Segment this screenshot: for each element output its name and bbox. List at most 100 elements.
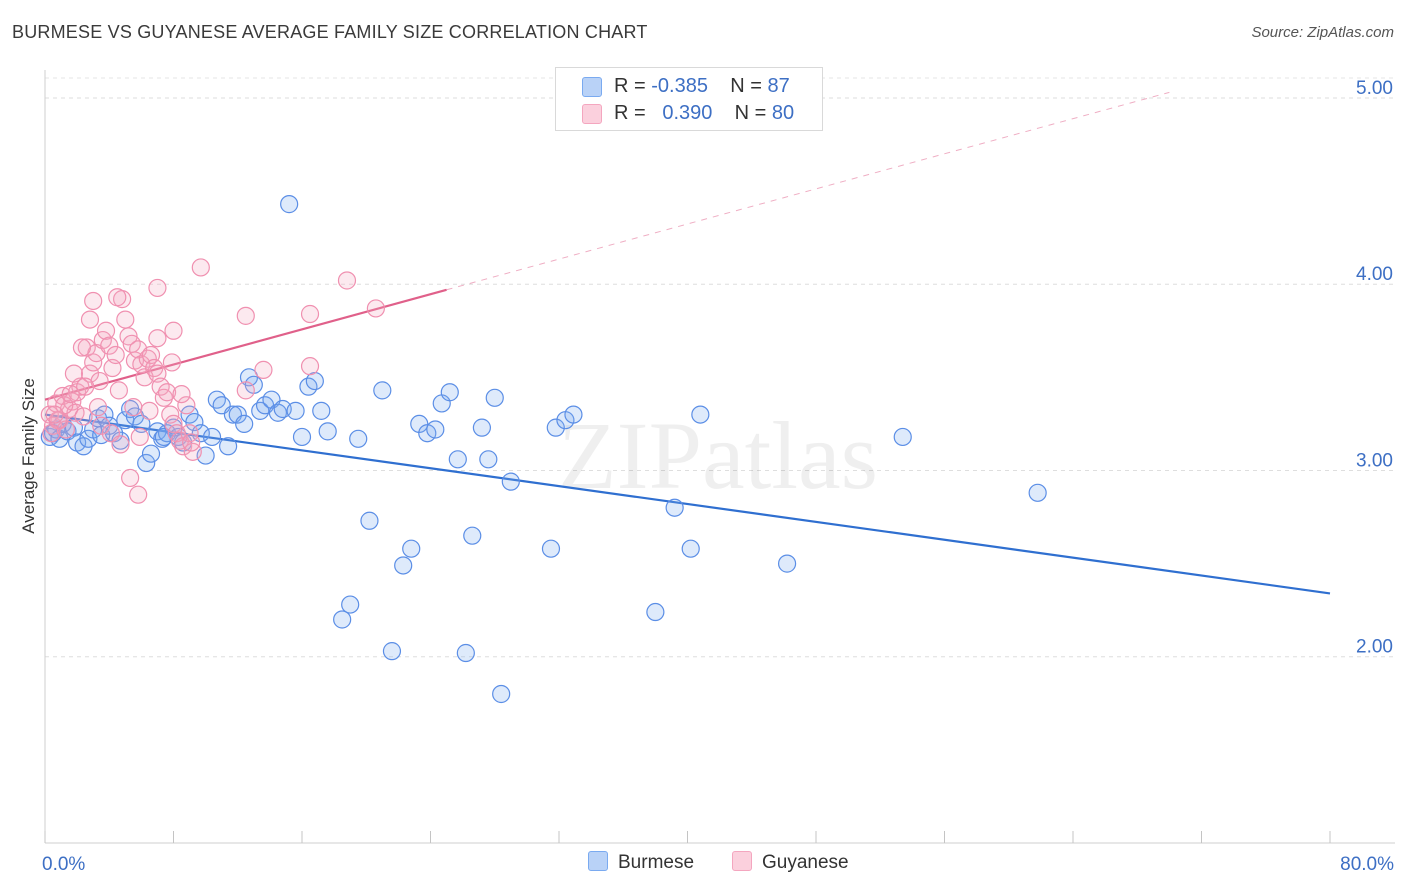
- data-point-guyanese: [106, 345, 125, 365]
- legend-n-label: N =: [734, 102, 772, 124]
- x-tick-label: 80.0%: [1340, 854, 1394, 875]
- legend-r-value: 0.390: [662, 102, 713, 124]
- data-point-guyanese: [164, 321, 183, 340]
- data-point-burmese: [185, 412, 204, 432]
- data-point-guyanese: [236, 306, 255, 325]
- data-point-burmese: [141, 444, 161, 463]
- data-point-guyanese: [64, 364, 84, 383]
- data-point-guyanese: [254, 360, 273, 379]
- data-point-burmese: [440, 383, 459, 402]
- y-tick-label: 5.00: [1356, 78, 1393, 99]
- data-point-guyanese: [111, 435, 130, 454]
- tick-labels: 2.00 3.00 4.00 5.00 0.0% 80.0%: [42, 78, 1394, 875]
- data-point-burmese: [501, 472, 520, 491]
- y-tick-label: 2.00: [1356, 637, 1393, 658]
- data-point-burmese: [228, 405, 247, 424]
- y-tick-label: 4.00: [1356, 264, 1393, 285]
- legend-n-value: 87: [767, 75, 790, 97]
- data-point-guyanese: [154, 388, 173, 407]
- data-point-guyanese: [88, 398, 108, 417]
- data-point-burmese: [333, 610, 352, 629]
- trend-lines: [44, 91, 1331, 595]
- data-point-guyanese: [116, 310, 135, 329]
- data-point-guyanese: [177, 396, 196, 415]
- axes: [44, 70, 1395, 844]
- data-point-burmese: [292, 427, 312, 447]
- data-point-guyanese: [76, 377, 95, 396]
- data-point-burmese: [207, 390, 226, 409]
- data-point-burmese: [472, 418, 491, 437]
- data-point-guyanese: [96, 321, 116, 340]
- data-point-burmese: [448, 450, 467, 469]
- data-point-burmese: [394, 556, 413, 575]
- data-point-guyanese: [61, 385, 80, 404]
- bottom-legend-burmese: Burmese: [588, 851, 694, 874]
- y-axis-title: Average Family Size: [19, 378, 38, 534]
- watermark: ZIPatlas: [558, 402, 878, 509]
- trend-line-guyanese: [44, 288, 447, 401]
- data-point-guyanese: [366, 299, 385, 318]
- data-point-burmese: [137, 453, 156, 473]
- data-point-guyanese: [124, 398, 143, 417]
- bottom-legend-guyanese: Guyanese: [732, 851, 849, 874]
- data-point-guyanese: [172, 385, 191, 404]
- data-point-guyanese: [170, 431, 190, 450]
- data-point-burmese: [479, 450, 498, 469]
- bottom-legend-label: Burmese: [618, 852, 695, 873]
- data-point-guyanese: [148, 329, 167, 348]
- data-point-guyanese: [183, 442, 202, 461]
- legend-r-label: R =: [614, 102, 652, 124]
- legend-r-value: -0.385: [651, 75, 708, 97]
- data-point-guyanese: [74, 407, 93, 426]
- data-point-guyanese: [109, 381, 128, 400]
- data-point-guyanese: [100, 336, 119, 355]
- data-point-guyanese: [157, 383, 177, 402]
- data-point-guyanese: [337, 271, 357, 290]
- grid-lines: [45, 77, 1395, 658]
- data-point-guyanese: [182, 433, 201, 452]
- trend-line-extension-guyanese: [446, 91, 1170, 291]
- correlation-legend: R = -0.385 N = 87 R = 0.390 N = 80: [555, 67, 823, 131]
- data-point-guyanese: [45, 405, 64, 424]
- data-point-burmese: [318, 422, 337, 441]
- data-point-guyanese: [180, 424, 199, 443]
- data-point-burmese: [681, 539, 700, 558]
- data-point-burmese: [95, 405, 114, 424]
- data-point-guyanese: [72, 338, 92, 357]
- data-point-burmese: [373, 381, 392, 400]
- data-point-guyanese: [162, 353, 181, 372]
- data-point-guyanese: [148, 278, 167, 298]
- data-point-burmese: [251, 401, 270, 420]
- y-tick-label: 3.00: [1356, 450, 1393, 471]
- bottom-legend-swatch-burmese: [588, 851, 608, 871]
- data-point-burmese: [691, 405, 710, 424]
- bottom-legend-swatch-guyanese: [732, 851, 752, 871]
- data-point-burmese: [402, 539, 421, 558]
- data-point-burmese: [463, 526, 482, 545]
- data-point-burmese: [893, 427, 912, 447]
- data-point-burmese: [202, 427, 222, 447]
- data-point-burmese: [1028, 483, 1047, 502]
- data-point-guyanese: [130, 427, 149, 447]
- data-point-burmese: [360, 511, 379, 530]
- data-points: [40, 195, 1047, 704]
- data-point-burmese: [546, 418, 565, 437]
- data-point-burmese: [456, 643, 475, 663]
- data-point-guyanese: [191, 258, 210, 277]
- data-point-burmese: [280, 195, 299, 214]
- bottom-legend-label: Guyanese: [762, 852, 849, 873]
- data-point-guyanese: [300, 304, 320, 324]
- data-point-guyanese: [140, 401, 159, 420]
- data-point-guyanese: [92, 416, 111, 435]
- data-point-burmese: [349, 429, 368, 448]
- data-point-guyanese: [121, 468, 140, 488]
- data-point-burmese: [426, 420, 445, 439]
- data-point-guyanese: [84, 291, 103, 311]
- data-point-burmese: [235, 414, 254, 434]
- data-point-guyanese: [108, 288, 127, 307]
- data-point-burmese: [382, 642, 402, 661]
- legend-swatch-guyanese: [582, 104, 602, 124]
- data-point-burmese: [564, 405, 583, 424]
- data-point-guyanese: [145, 358, 164, 378]
